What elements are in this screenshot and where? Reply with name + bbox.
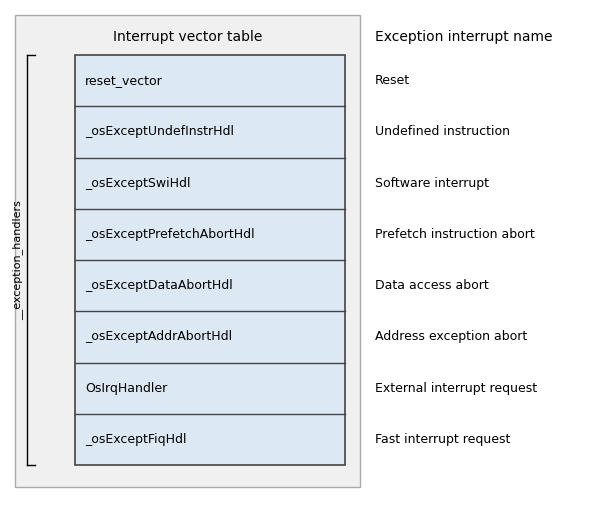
Text: _osExceptAddrAbortHdl: _osExceptAddrAbortHdl [85,330,232,343]
Text: Prefetch instruction abort: Prefetch instruction abort [375,228,535,241]
Bar [15,15,360,487]
Text: OsIrqHandler: OsIrqHandler [85,382,167,394]
Text: Exception interrupt name: Exception interrupt name [375,30,552,44]
Text: reset_vector: reset_vector [85,74,163,87]
Text: Undefined instruction: Undefined instruction [375,125,510,138]
Text: Software interrupt: Software interrupt [375,177,489,189]
Text: _osExceptFiqHdl: _osExceptFiqHdl [85,433,187,446]
Text: Interrupt vector table: Interrupt vector table [113,30,262,44]
Text: Address exception abort: Address exception abort [375,330,527,343]
Text: __exception_handlers: __exception_handlers [12,200,24,320]
Bar [75,55,345,465]
Text: Fast interrupt request: Fast interrupt request [375,433,511,446]
Text: _osExceptSwiHdl: _osExceptSwiHdl [85,177,190,189]
Text: _osExceptUndefInstrHdl: _osExceptUndefInstrHdl [85,125,234,138]
Text: _osExceptPrefetchAbortHdl: _osExceptPrefetchAbortHdl [85,228,254,241]
Text: _osExceptDataAbortHdl: _osExceptDataAbortHdl [85,279,233,292]
Text: Reset: Reset [375,74,410,87]
Text: External interrupt request: External interrupt request [375,382,537,394]
Text: Data access abort: Data access abort [375,279,489,292]
